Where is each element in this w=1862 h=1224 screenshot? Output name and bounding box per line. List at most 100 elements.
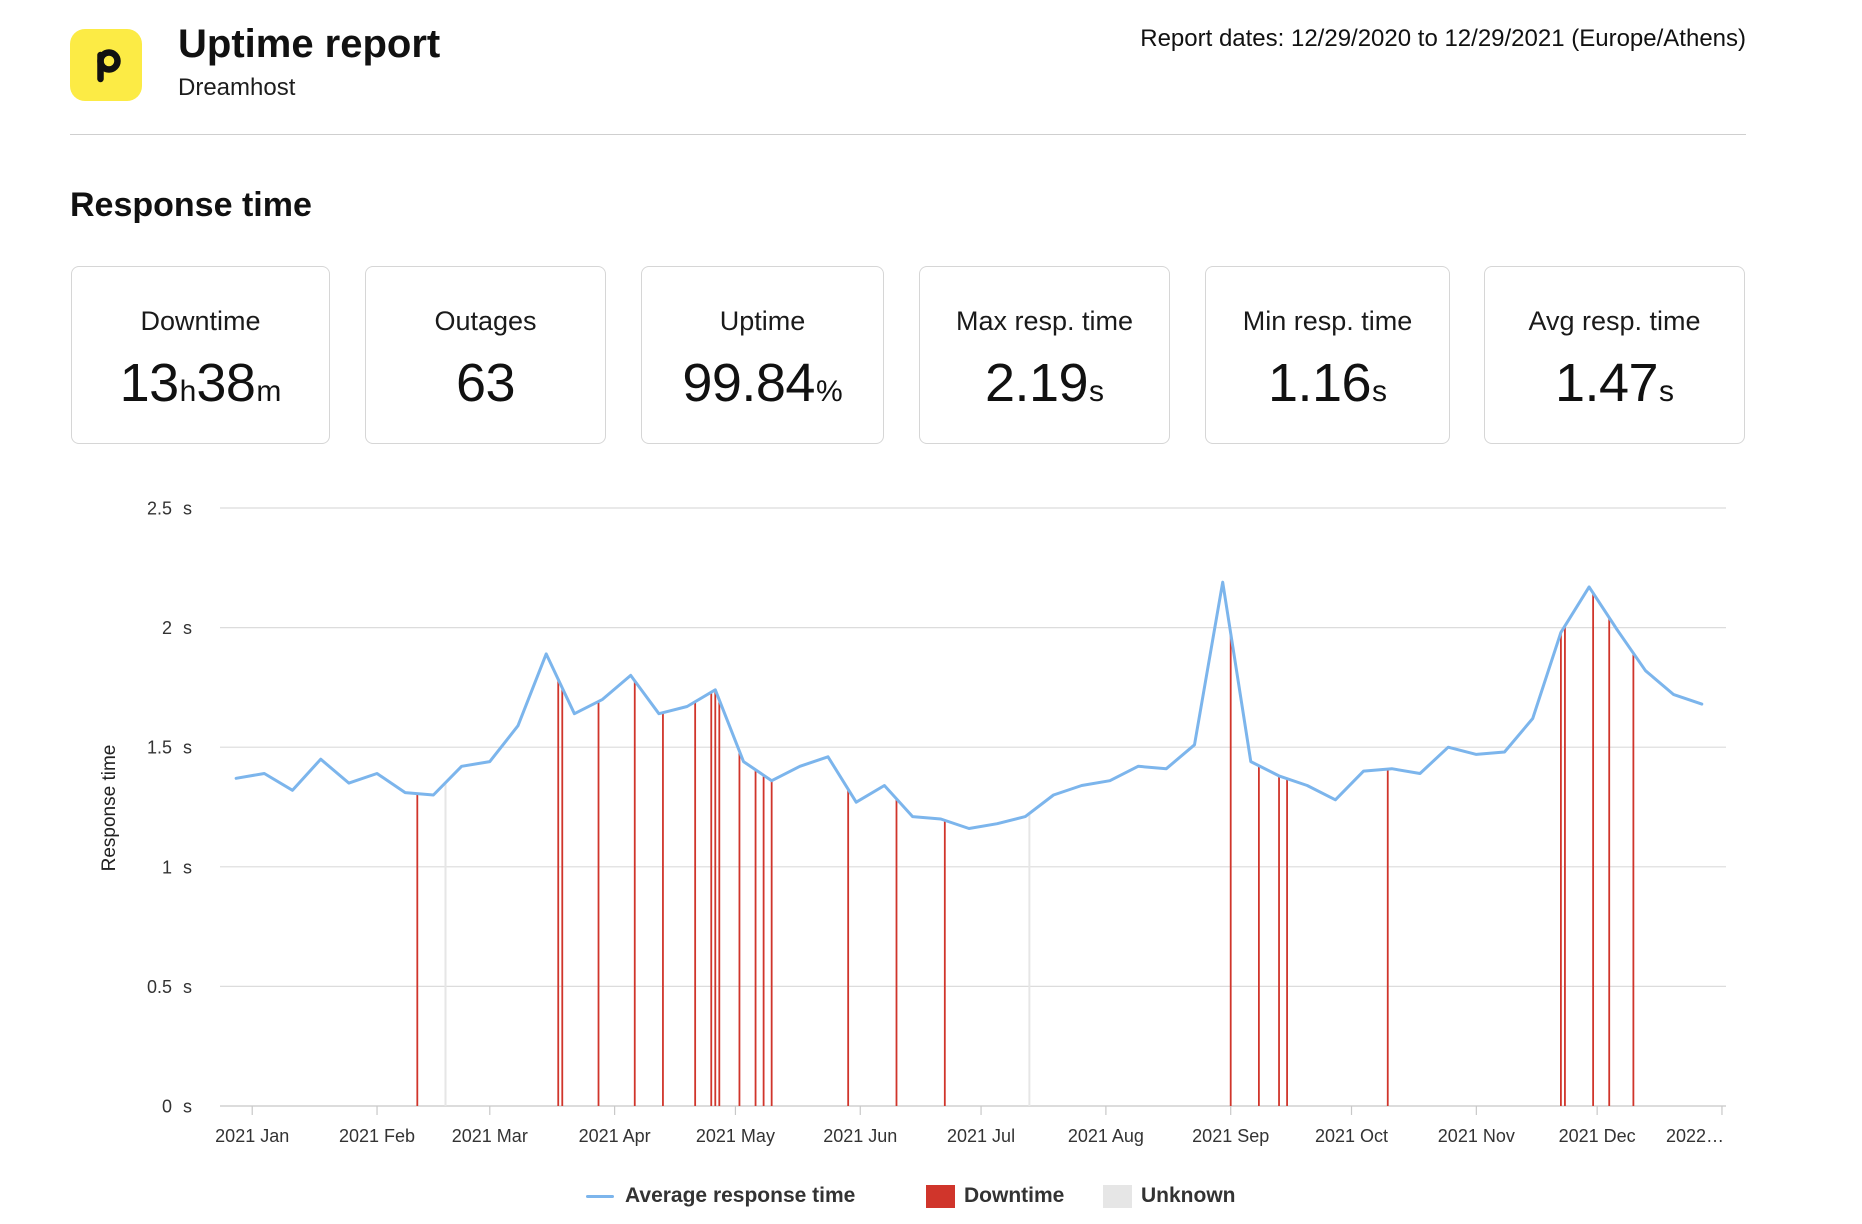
stat-card-max-response: Max resp. time 2.19s — [919, 266, 1170, 444]
x-tick-label: 2021 Feb — [339, 1126, 415, 1146]
data-point — [1191, 742, 1197, 748]
data-point — [1276, 773, 1282, 779]
data-point — [1332, 797, 1338, 803]
x-tick-label: 2021 May — [696, 1126, 775, 1146]
stat-unit: s — [1659, 375, 1675, 408]
data-point — [543, 651, 549, 657]
data-point — [1614, 627, 1620, 633]
y-tick-label: 1.5 s — [147, 738, 192, 758]
data-point — [487, 759, 493, 765]
stat-number: 13 — [119, 353, 180, 413]
series-average-response-time — [233, 579, 1705, 832]
stat-label: Downtime — [140, 306, 261, 336]
header-divider — [70, 134, 1746, 135]
axes: 0 s 0.5 s 1 s 1.5 s 2 s 2.5 s 2021 Jan 2021 Feb 2021 M… — [99, 499, 1724, 1147]
y-tick-label: 2.5 s — [147, 499, 192, 519]
data-point — [1642, 668, 1648, 674]
stat-card-uptime: Uptime 99.84% — [641, 266, 884, 444]
data-point — [318, 756, 324, 762]
stat-label: Uptime — [719, 306, 806, 336]
stat-card-avg-response: Avg resp. time 1.47s — [1484, 266, 1745, 444]
stat-number: 38 — [196, 353, 256, 413]
data-point — [825, 754, 831, 760]
x-tick-label: 2021 Aug — [1068, 1126, 1144, 1146]
data-point — [994, 821, 1000, 827]
data-point — [740, 759, 746, 765]
x-tick-label: 2021 Jun — [823, 1126, 897, 1146]
logo — [70, 29, 142, 101]
stat-value: 1.16s — [1206, 353, 1449, 427]
data-point — [881, 782, 887, 788]
stat-unit: m — [256, 375, 282, 408]
legend-label: Downtime — [964, 1184, 1065, 1207]
data-point — [853, 799, 859, 805]
stat-number: 99.84 — [682, 353, 815, 413]
data-point — [1135, 763, 1141, 769]
data-point — [374, 771, 380, 777]
data-point — [1051, 792, 1057, 798]
data-point — [402, 790, 408, 796]
data-point — [1163, 766, 1169, 772]
data-point — [430, 792, 436, 798]
y-tick-label: 0.5 s — [147, 977, 192, 997]
x-tick-label: 2021 Apr — [579, 1126, 651, 1146]
data-point — [289, 787, 295, 793]
stat-value: 13h38m — [72, 353, 329, 427]
data-point — [1671, 692, 1677, 698]
data-point — [1389, 766, 1395, 772]
data-point — [1558, 629, 1564, 635]
data-point — [261, 771, 267, 777]
page-title: Uptime report — [178, 22, 441, 66]
data-point — [966, 826, 972, 832]
stat-label: Max resp. time — [955, 306, 1134, 336]
stat-value: 2.19s — [920, 353, 1169, 427]
x-tick-label: 2021 Dec — [1559, 1126, 1636, 1146]
stat-number: 63 — [455, 353, 516, 413]
legend-box-swatch — [926, 1184, 955, 1208]
stat-number: 1.16 — [1267, 353, 1372, 413]
data-point — [233, 775, 239, 781]
legend-item-downtime[interactable]: Downtime — [926, 1182, 1064, 1210]
legend-item-average-response-time[interactable]: Average response time — [586, 1182, 855, 1210]
y-axis-title: Response time — [99, 745, 120, 872]
data-point — [1586, 584, 1592, 590]
response-time-chart: 0 s 0.5 s 1 s 1.5 s 2 s 2.5 s 2021 Jan 2021 Feb 2021 M… — [99, 499, 1726, 1147]
data-point — [769, 778, 775, 784]
data-point — [1220, 579, 1226, 585]
data-point — [1248, 759, 1254, 765]
stat-value: 1.47s — [1485, 353, 1744, 427]
data-point — [1473, 751, 1479, 757]
data-point — [1361, 768, 1367, 774]
x-tick-label: 2021 Jan — [215, 1126, 289, 1146]
response-time-line — [234, 580, 1704, 830]
section-title: Response time — [70, 186, 312, 224]
data-point — [1699, 701, 1705, 707]
monitor-name: Dreamhost — [178, 74, 296, 101]
stat-number: 1.47 — [1554, 353, 1659, 413]
stat-value: 99.84% — [642, 353, 883, 427]
legend-label: Average response time — [625, 1184, 856, 1207]
data-point — [571, 711, 577, 717]
status-bars — [416, 593, 1635, 1106]
stat-card-min-response: Min resp. time 1.16s — [1205, 266, 1450, 444]
legend-item-unknown[interactable]: Unknown — [1103, 1182, 1236, 1210]
data-point — [1502, 749, 1508, 755]
data-point — [1417, 771, 1423, 777]
logo-p-icon — [97, 49, 121, 83]
x-tick-label: 2022… — [1666, 1126, 1724, 1146]
data-point — [684, 704, 690, 710]
data-point — [1304, 782, 1310, 788]
stat-unit: s — [1372, 375, 1388, 408]
stat-label: Outages — [434, 306, 537, 336]
data-point — [656, 711, 662, 717]
stat-unit: % — [815, 375, 843, 408]
stat-label: Avg resp. time — [1528, 306, 1701, 336]
data-point — [1530, 715, 1536, 721]
data-point — [1107, 778, 1113, 784]
x-tick-label: 2021 Jul — [947, 1126, 1015, 1146]
data-point — [515, 723, 521, 729]
data-point — [459, 763, 465, 769]
